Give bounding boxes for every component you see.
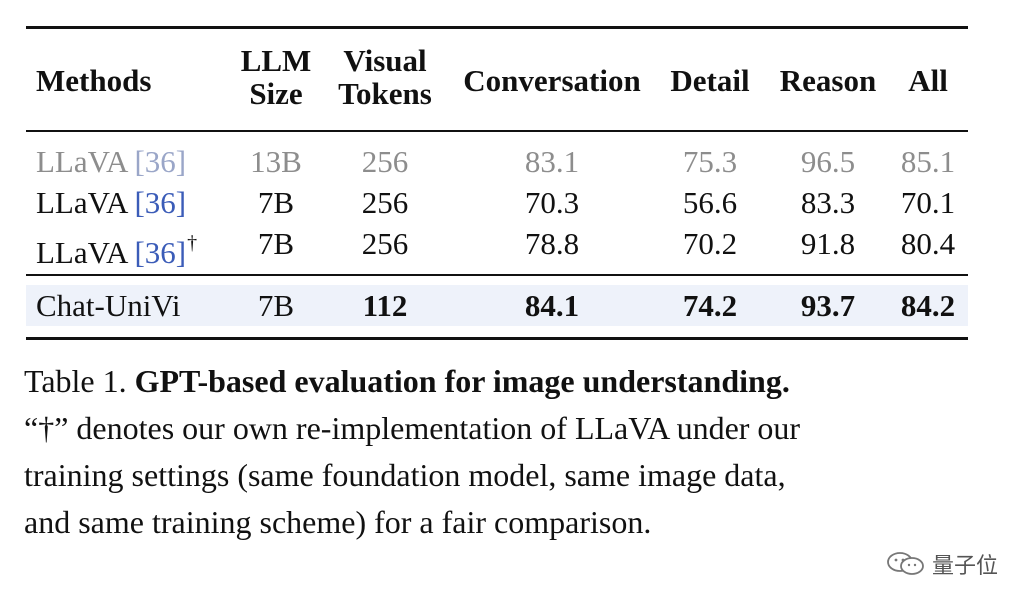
cell-reason: 93.7: [800, 288, 856, 323]
header-methods: Methods: [36, 63, 152, 98]
cell-all: 85.1: [900, 144, 956, 179]
caption-title: GPT-based evaluation for image understan…: [134, 363, 790, 399]
cell-visual-tokens: 112: [362, 288, 408, 323]
cell-llm-size: 7B: [257, 288, 295, 323]
header-visual-tokens-line1: Visual: [343, 43, 427, 78]
cell-llm-size: 13B: [250, 144, 302, 179]
cell-llm-size: 7B: [257, 185, 295, 220]
header-llm-size-line2: Size: [249, 76, 303, 111]
cell-detail: 70.2: [682, 226, 738, 261]
cell-method: LLaVA [36]: [36, 185, 187, 220]
caption-line-2: “†” denotes our own re-implementation of…: [24, 410, 801, 446]
cell-visual-tokens: 256: [361, 144, 409, 179]
cell-detail: 75.3: [682, 144, 738, 179]
table-header-rule: [26, 130, 968, 132]
cell-reason: 96.5: [800, 144, 856, 179]
cell-method: LLaVA [36]†: [36, 232, 198, 270]
table-row-ours: Chat-UniVi 7B 112 84.1 74.2 93.7 84.2: [26, 285, 968, 326]
cell-reason: 83.3: [800, 185, 856, 220]
table-row: LLaVA [36] 7B 256 70.3 56.6 83.3 70.1: [26, 182, 968, 223]
cell-method: LLaVA [36]: [36, 144, 187, 179]
cell-visual-tokens: 256: [361, 185, 409, 220]
caption-label: Table 1.: [24, 363, 127, 399]
citation-link[interactable]: [36]: [134, 185, 187, 220]
cell-conversation: 83.1: [524, 144, 580, 179]
header-reason: Reason: [779, 63, 877, 98]
watermark-text: 量子位: [931, 554, 998, 579]
caption-line-1: Table 1. GPT-based evaluation for image …: [24, 358, 974, 405]
cell-method: Chat-UniVi: [36, 288, 181, 323]
table-bottom-rule: [26, 337, 968, 340]
dagger-mark: †: [187, 232, 198, 254]
wechat-icon: [887, 552, 924, 575]
cell-visual-tokens: 256: [361, 226, 409, 261]
header-llm-size: LLM Size: [234, 44, 318, 110]
header-all: All: [908, 63, 948, 98]
cell-conversation: 70.3: [524, 185, 580, 220]
table-row: LLaVA [36] 13B 256 83.1 75.3 96.5 85.1: [26, 141, 968, 182]
cell-reason: 91.8: [800, 226, 856, 261]
table-caption: Table 1. GPT-based evaluation for image …: [24, 358, 974, 546]
citation-link[interactable]: [36]: [134, 144, 187, 179]
caption-line-3: training settings (same foundation model…: [24, 457, 786, 493]
header-conversation: Conversation: [463, 63, 641, 98]
cell-detail: 74.2: [682, 288, 738, 323]
cell-conversation: 78.8: [524, 226, 580, 261]
header-visual-tokens-line2: Tokens: [338, 76, 432, 111]
cell-all: 80.4: [900, 226, 956, 261]
cell-conversation: 84.1: [524, 288, 580, 323]
cell-llm-size: 7B: [257, 226, 295, 261]
table-section-rule: [26, 274, 968, 276]
cell-all: 70.1: [900, 185, 956, 220]
header-llm-size-line1: LLM: [240, 43, 312, 78]
header-visual-tokens: Visual Tokens: [330, 44, 440, 110]
citation-link[interactable]: [36]: [134, 235, 187, 270]
caption-line-4: and same training scheme) for a fair com…: [24, 504, 652, 540]
table-top-rule: [26, 26, 968, 29]
watermark: 量子位: [886, 548, 998, 580]
cell-all: 84.2: [900, 288, 956, 323]
cell-detail: 56.6: [682, 185, 738, 220]
header-detail: Detail: [670, 63, 750, 98]
table-row: LLaVA [36]† 7B 256 78.8 70.2 91.8 80.4: [26, 223, 968, 270]
